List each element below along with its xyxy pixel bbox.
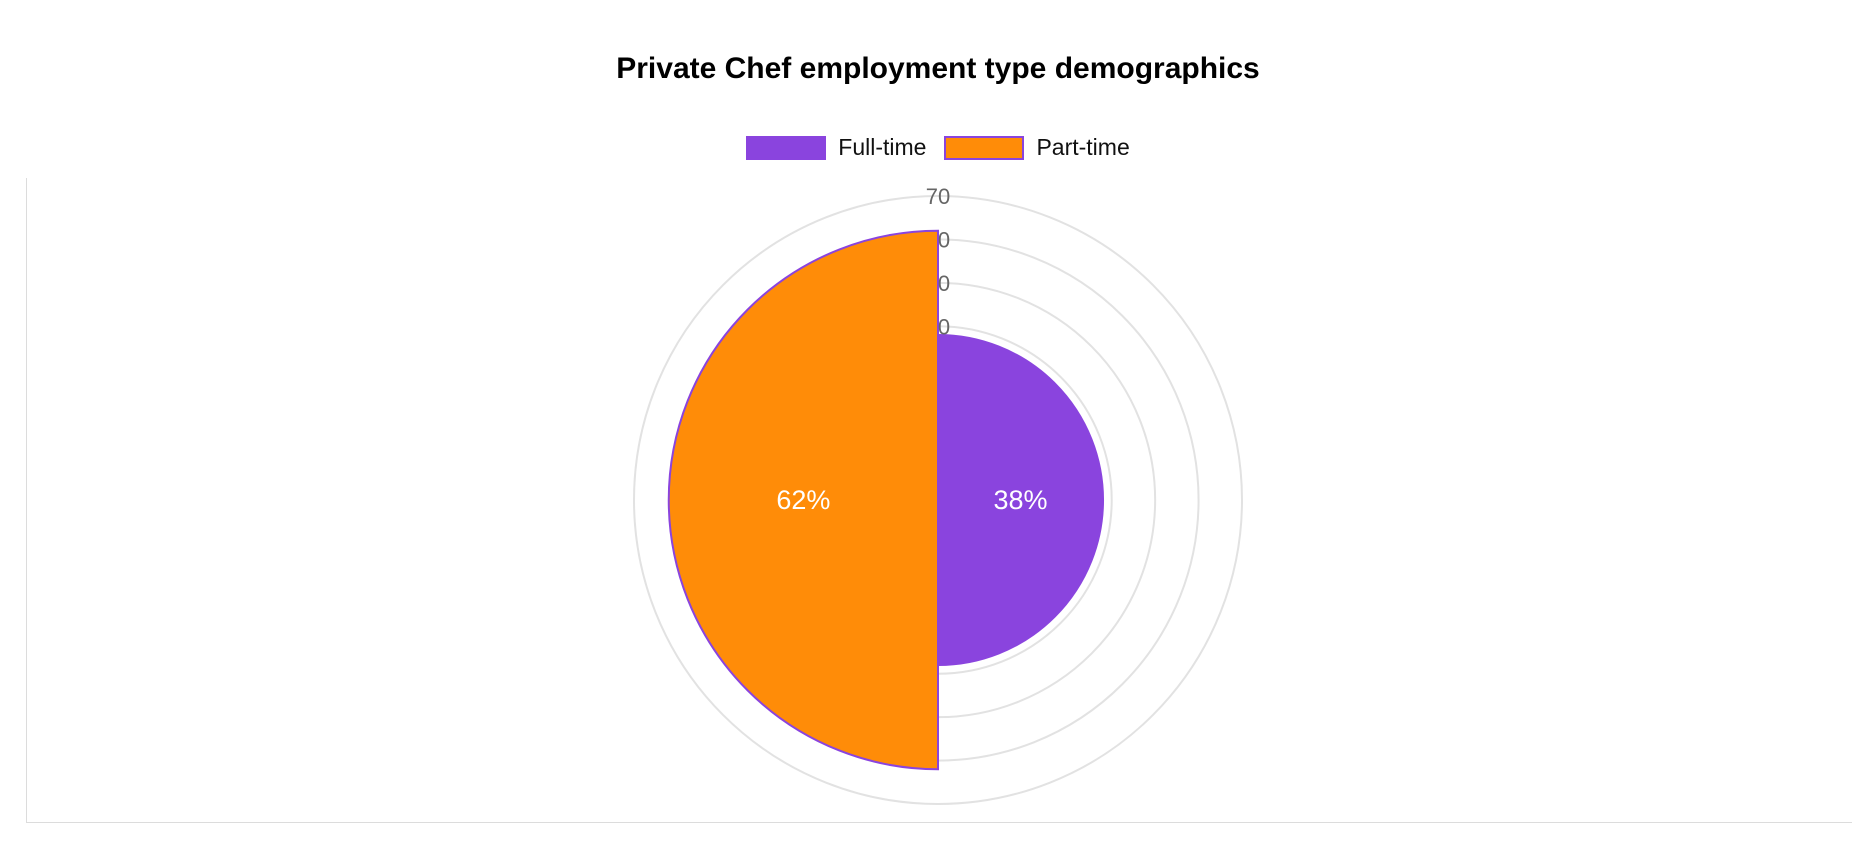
tick-label: 0 (938, 314, 950, 339)
chart-title: Private Chef employment type demographic… (616, 52, 1260, 85)
tick-label: 0 (938, 227, 950, 252)
sector-full-time[interactable] (937, 333, 1104, 667)
sector-part-time[interactable] (667, 229, 939, 771)
legend-label-part-time: Part-time (1036, 134, 1130, 160)
radial-tick-labels: 70 0 0 0 (926, 184, 950, 339)
chart-area-bottom-border (26, 822, 1852, 823)
legend-label-full-time: Full-time (838, 134, 927, 160)
tick-label: 0 (938, 271, 950, 296)
data-label-part-time: 62% (776, 485, 830, 515)
legend-item-part-time[interactable]: Part-time (944, 134, 1130, 161)
data-label-full-time: 38% (993, 485, 1047, 515)
legend: Full-time Part-time (0, 134, 1876, 161)
legend-swatch-part-time (944, 135, 1025, 160)
legend-swatch-full-time (746, 135, 827, 160)
legend-item-full-time[interactable]: Full-time (746, 134, 926, 161)
data-labels: 38% 62% (776, 485, 1047, 515)
grid-ring-70 (633, 195, 1243, 805)
sectors (667, 229, 1104, 771)
tick-label: 70 (926, 184, 950, 209)
chart-area-left-border (26, 178, 27, 822)
